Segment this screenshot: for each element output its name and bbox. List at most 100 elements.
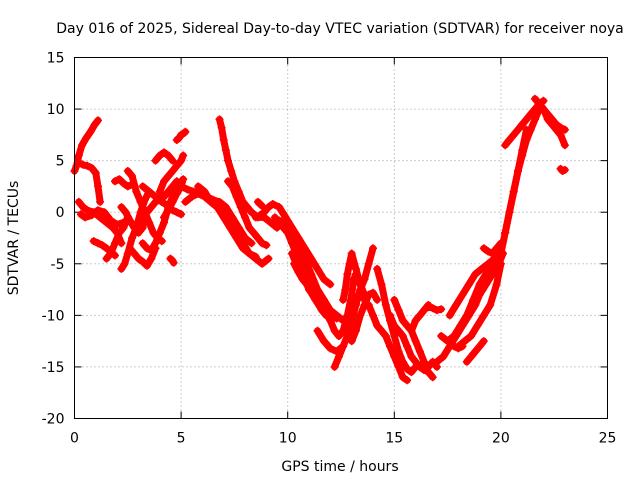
x-tick-label: 0 (70, 431, 79, 447)
data-point-marker (556, 130, 565, 139)
x-tick-label: 5 (177, 431, 186, 447)
data-point-marker (369, 311, 377, 320)
data-point-marker (411, 316, 420, 325)
series-arc-54 (535, 99, 569, 150)
data-point-marker (437, 332, 446, 340)
data-point-marker (458, 290, 467, 299)
data-point-marker (381, 332, 390, 340)
data-point-marker (258, 259, 267, 268)
data-point-marker (347, 249, 356, 258)
data-point-marker (226, 218, 235, 227)
data-point-marker (479, 244, 488, 253)
data-point-marker (332, 314, 341, 323)
data-point-marker (206, 197, 215, 206)
series-arc-41 (424, 303, 446, 315)
data-point-marker (411, 337, 420, 346)
data-point-marker (120, 259, 129, 268)
data-point-marker (117, 264, 126, 273)
data-point-marker (390, 295, 399, 304)
data-point-marker (113, 220, 122, 229)
data-point-marker (411, 357, 420, 366)
series-trace (373, 265, 420, 376)
data-point-marker (339, 295, 348, 304)
data-point-marker (94, 182, 102, 191)
data-point-marker (87, 163, 96, 172)
series-arc-51 (501, 105, 544, 237)
series-arc-02 (74, 158, 105, 206)
data-point-marker (245, 249, 254, 258)
data-point-marker (181, 197, 190, 206)
data-point-marker (232, 228, 241, 237)
data-point-marker (394, 347, 403, 356)
series-arc-19 (172, 127, 190, 144)
series-arc-47 (445, 337, 467, 353)
data-point-marker (151, 239, 160, 248)
data-point-marker (343, 311, 352, 320)
data-point-marker (531, 105, 539, 114)
data-point-marker (345, 259, 354, 268)
data-point-marker (94, 206, 102, 215)
data-point-marker (356, 311, 365, 320)
data-point-marker (373, 321, 382, 330)
data-point-marker (313, 326, 322, 335)
data-point-marker (164, 187, 173, 196)
data-point-marker (319, 337, 328, 346)
data-point-marker (467, 352, 476, 361)
data-point-marker (475, 280, 484, 289)
data-point-marker (420, 306, 429, 315)
data-point-marker (96, 213, 105, 222)
data-point-marker (501, 228, 510, 237)
data-point-marker (467, 332, 476, 340)
data-point-marker (232, 192, 241, 201)
data-point-marker (560, 141, 569, 150)
data-point-marker (168, 156, 177, 165)
series-trace (194, 182, 272, 268)
data-point-marker (115, 228, 124, 237)
data-point-marker (168, 167, 177, 175)
data-point-marker (394, 326, 403, 335)
data-point-marker (177, 182, 186, 191)
data-point-marker (86, 127, 95, 136)
y-tick-label: -15 (42, 360, 65, 376)
data-point-marker (268, 200, 277, 208)
data-point-marker (473, 321, 482, 330)
data-point-marker (130, 223, 139, 232)
data-point-marker (347, 290, 356, 299)
data-point-marker (341, 285, 350, 294)
data-point-marker (469, 295, 478, 304)
data-point-marker (221, 146, 230, 155)
data-point-marker (364, 259, 373, 268)
data-point-marker (302, 280, 311, 289)
series-arc-18 (166, 254, 178, 267)
data-point-marker (484, 259, 493, 268)
x-tick-label: 25 (599, 431, 617, 447)
data-point-marker (83, 161, 92, 170)
data-point-marker (428, 373, 437, 382)
data-point-marker (136, 197, 145, 206)
data-point-marker (377, 280, 386, 289)
data-point-marker (138, 182, 147, 191)
data-point-marker (390, 321, 399, 330)
series-arc-25 (253, 197, 267, 210)
data-point-marker (509, 187, 518, 196)
data-point-marker (253, 234, 262, 242)
data-point-marker (386, 311, 394, 320)
data-point-marker (456, 321, 465, 330)
data-point-marker (94, 116, 102, 125)
data-point-marker (439, 352, 448, 361)
data-point-marker (432, 357, 441, 366)
data-point-marker (87, 211, 96, 220)
data-point-marker (155, 187, 164, 196)
data-point-marker (324, 311, 333, 320)
data-point-marker (143, 208, 151, 217)
data-point-marker (179, 175, 188, 184)
data-point-marker (403, 376, 412, 385)
data-point-marker (249, 228, 258, 237)
data-point-marker (311, 295, 320, 304)
data-point-marker (514, 125, 522, 134)
data-point-marker (471, 270, 480, 279)
data-point-marker (164, 151, 173, 160)
data-point-marker (364, 290, 373, 299)
data-point-marker (351, 264, 360, 273)
